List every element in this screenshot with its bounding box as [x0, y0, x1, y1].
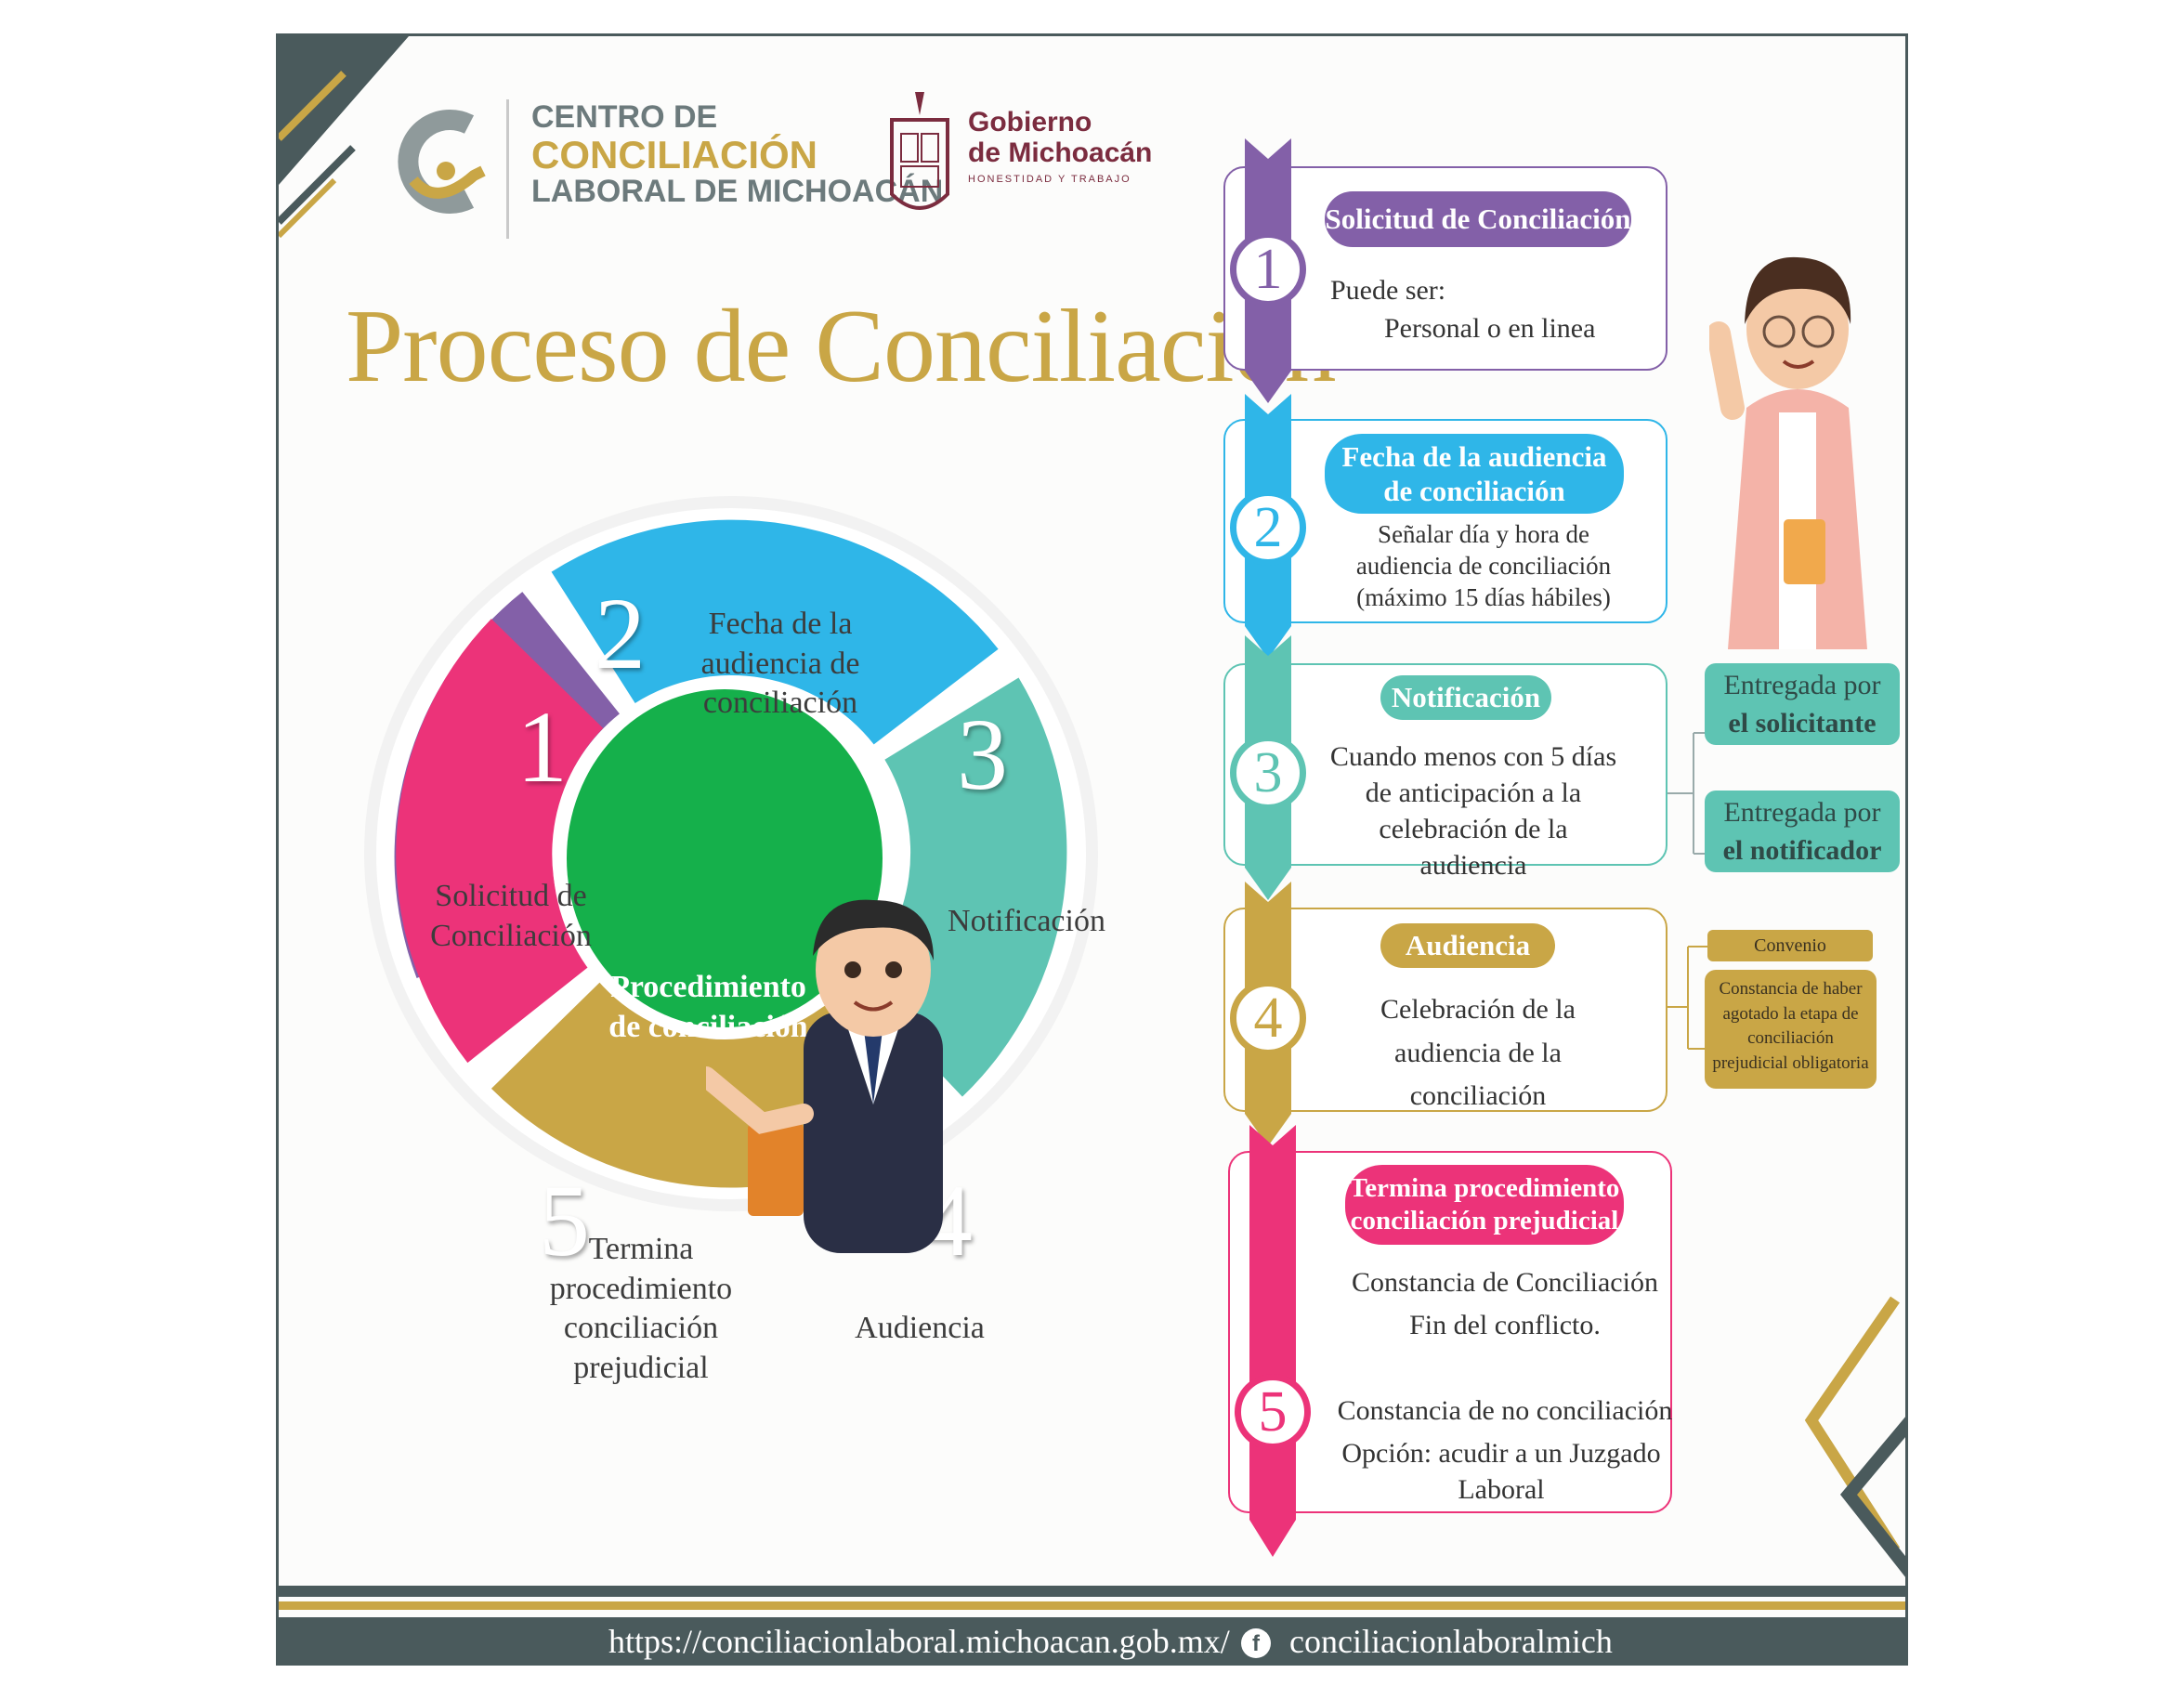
step-title-4: Audiencia [1380, 923, 1555, 968]
step-5-text-2: Fin del conflicto. [1409, 1310, 1601, 1340]
michoacan-shield-icon [890, 92, 949, 210]
facebook-icon[interactable]: f [1241, 1628, 1271, 1658]
wheel-number-2: 2 [595, 577, 646, 690]
conciliation-logo-text: CENTRO DE CONCILIACIÓN LABORAL DE MICHOA… [531, 99, 944, 209]
step-1-text-1: Puede ser: [1330, 275, 1446, 306]
step-number-4: 4 [1230, 980, 1306, 1056]
logo-line3: LABORAL DE MICHOACÁN [531, 173, 944, 209]
waving-character-illustration [1709, 256, 1867, 649]
step-arrow-5 [1249, 1125, 1296, 1557]
government-logo-text: Gobierno de Michoacán HONESTIDAD Y TRABA… [968, 107, 1152, 185]
gov-line2: de Michoacán [968, 137, 1153, 168]
wheel-segment-2 [551, 519, 999, 745]
step-3-text: Cuando menos con 5 días de anticipación … [1329, 741, 1617, 881]
notification-option-2-line2: el notificador [1722, 834, 1882, 866]
notification-option-2: Entregada por el notificador [1705, 791, 1900, 872]
corner-decoration-bottom-right [1804, 1296, 1905, 1577]
wheel-label-2: Fecha de la audiencia de conciliación [700, 607, 860, 720]
footer-line-gold [279, 1601, 1905, 1610]
step-2-text: Señalar día y hora de audiencia de conci… [1355, 520, 1612, 611]
audiencia-option-1: Convenio [1707, 930, 1873, 961]
step-number-3: 3 [1230, 735, 1306, 811]
infographic-frame: CENTRO DE CONCILIACIÓN LABORAL DE MICHOA… [276, 33, 1908, 1666]
step-title-3: Notificación [1380, 675, 1551, 720]
step-4-text: Celebración de la audiencia de la concil… [1380, 994, 1576, 1111]
wheel-label-4: Audiencia [855, 1311, 985, 1345]
gov-motto: HONESTIDAD Y TRABAJO [968, 174, 1131, 185]
corner-decoration-top-left [279, 36, 409, 239]
conciliation-logo-icon [398, 110, 486, 214]
step-title-5: Termina procedimiento conciliación preju… [1345, 1165, 1624, 1245]
step-5-text-1: Constancia de Conciliación [1352, 1267, 1658, 1298]
step-number-1: 1 [1230, 231, 1306, 307]
logo-line2: CONCILIACIÓN [531, 132, 817, 176]
audiencia-option-2: Constancia de haber agotado la etapa de … [1705, 970, 1877, 1089]
wheel-number-5: 5 [539, 1164, 590, 1277]
step-number-2: 2 [1230, 490, 1306, 566]
wheel-center [567, 689, 883, 1027]
step-5-text-4: Opción: acudir a un Juzgado Laboral [1341, 1438, 1661, 1505]
wheel-number-1: 1 [517, 690, 568, 804]
facebook-handle[interactable]: conciliacionlaboralmich [1289, 1623, 1613, 1660]
logo-divider [506, 99, 509, 239]
footer-bar [279, 1617, 1905, 1663]
wheel-label-5: Termina procedimiento conciliación preju… [549, 1232, 733, 1385]
notification-option-1: Entregada por el solicitante [1705, 663, 1900, 745]
wheel-label-3: Notificación [948, 904, 1105, 938]
audiencia-connector [1667, 946, 1709, 1050]
step-title-2: Fecha de la audiencia de conciliación [1325, 434, 1624, 514]
wheel-center-label: Procedimiento de conciliación [608, 970, 808, 1044]
gov-line1: Gobierno [968, 107, 1092, 137]
website-link[interactable]: https://conciliacionlaboral.michoacan.go… [608, 1623, 1230, 1660]
step-number-5: 5 [1235, 1374, 1311, 1450]
step-1-text-2: Personal o en linea [1384, 313, 1596, 344]
logo-line1: CENTRO DE [531, 99, 718, 135]
notification-option-2-line1: Entregada por [1723, 797, 1881, 828]
wheel-segment-5 [396, 619, 604, 1064]
wheel-label-1: Solicitud de Conciliación [430, 879, 592, 953]
footer-line-slate [279, 1586, 1905, 1597]
notification-option-1-line1: Entregada por [1723, 670, 1881, 700]
presenter-character-illustration [706, 899, 943, 1253]
page-title: Proceso de Conciliación [346, 289, 1337, 404]
step-5-text-3: Constancia de no conciliación [1337, 1395, 1673, 1426]
wheel-number-3: 3 [957, 698, 1008, 811]
step-title-1: Solicitud de Conciliación [1325, 191, 1631, 247]
notification-option-1-line2: el solicitante [1728, 707, 1877, 738]
